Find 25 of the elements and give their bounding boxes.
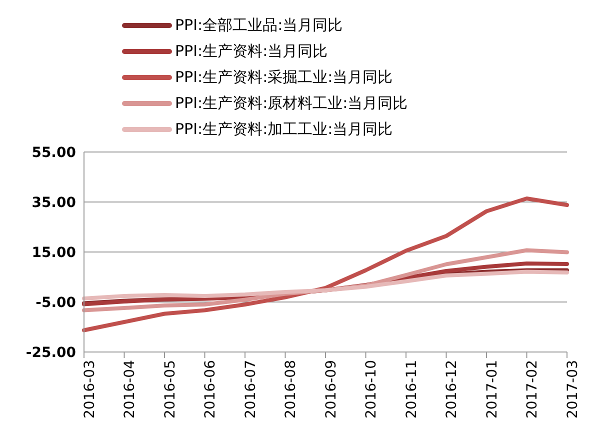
legend-label: PPI:生产资料:采掘工业:当月同比 — [175, 68, 393, 86]
legend-label: PPI:生产资料:加工工业:当月同比 — [175, 120, 393, 138]
line-series — [82, 270, 569, 300]
x-tick-label: 2016-10 — [364, 360, 380, 418]
x-tick-label: 2017-03 — [564, 360, 581, 418]
y-tick-label: 55.00 — [32, 144, 76, 161]
y-tick-label: 15.00 — [32, 244, 76, 261]
y-tick-label: -25.00 — [26, 344, 76, 361]
x-tick-label: 2017-02 — [524, 360, 541, 418]
x-tick-label: 2016-07 — [242, 360, 259, 418]
y-tick-label: 35.00 — [32, 194, 76, 211]
x-tick-label: 2017-01 — [484, 360, 500, 418]
x-tick-label: 2016-06 — [202, 360, 219, 418]
x-tick-label: 2016-08 — [283, 360, 300, 418]
x-tick-label: 2016-09 — [323, 360, 340, 418]
x-tick-label: 2016-05 — [162, 360, 178, 418]
legend-label: PPI:全部工业品:当月同比 — [175, 16, 343, 34]
legend-label: PPI:生产资料:当月同比 — [175, 42, 328, 60]
y-tick-label: -5.00 — [36, 294, 76, 311]
legend-label: PPI:生产资料:原材料工业:当月同比 — [175, 94, 408, 112]
line-series — [82, 196, 569, 332]
x-tick-label: 2016-04 — [122, 360, 138, 418]
x-tick-label: 2016-03 — [82, 360, 98, 418]
x-tick-label: 2016-11 — [404, 360, 420, 418]
x-tick-label: 2016-12 — [444, 360, 460, 418]
